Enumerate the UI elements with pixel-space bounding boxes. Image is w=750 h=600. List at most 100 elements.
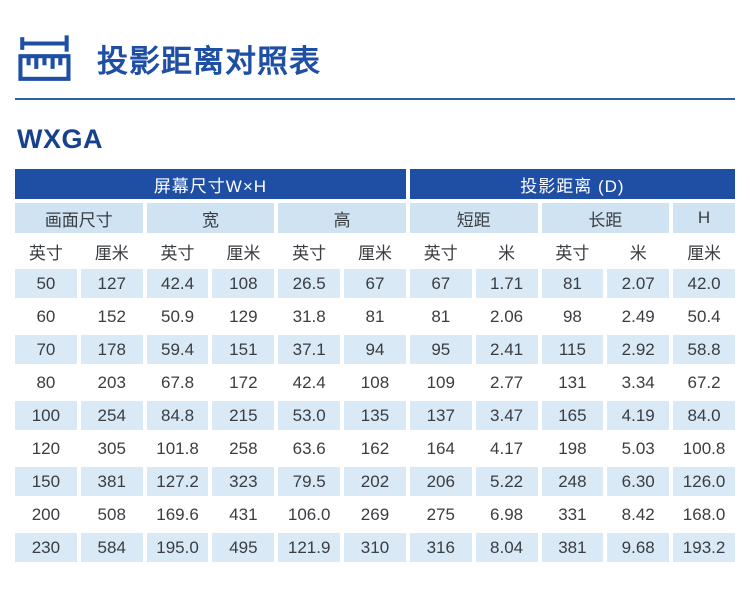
unit-header: 米 <box>475 237 538 265</box>
data-cell: 127.2 <box>146 467 209 496</box>
unit-header: 英寸 <box>541 237 604 265</box>
data-cell: 59.4 <box>146 335 209 364</box>
data-cell: 150 <box>15 467 77 496</box>
data-cell: 84.8 <box>146 401 209 430</box>
data-cell: 6.30 <box>607 467 670 496</box>
data-cell: 169.6 <box>146 500 209 529</box>
unit-header: 英寸 <box>409 237 472 265</box>
unit-header: 厘米 <box>80 237 143 265</box>
data-cell: 129 <box>212 302 275 331</box>
data-cell: 58.8 <box>673 335 735 364</box>
data-cell: 109 <box>409 368 472 397</box>
data-cell: 31.8 <box>278 302 341 331</box>
data-cell: 67.2 <box>673 368 735 397</box>
data-cell: 42.0 <box>673 269 735 298</box>
data-cell: 200 <box>15 500 77 529</box>
unit-header: 英寸 <box>146 237 209 265</box>
table-row: 50 127 42.4 108 26.5 67 67 1.71 81 2.07 42.0 <box>15 269 735 298</box>
group-header-row: 画面尺寸 宽 高 短距 长距 H <box>15 203 735 233</box>
data-cell: 248 <box>541 467 604 496</box>
data-cell: 198 <box>541 434 604 463</box>
table-row: 120 305 101.8 258 63.6 162 164 4.17 198 5.03 100.8 <box>15 434 735 463</box>
data-cell: 135 <box>344 401 406 430</box>
data-cell: 115 <box>541 335 604 364</box>
data-cell: 67 <box>409 269 472 298</box>
header-divider-line <box>15 98 735 100</box>
data-cell: 79.5 <box>278 467 341 496</box>
data-cell: 254 <box>80 401 143 430</box>
data-cell: 2.41 <box>475 335 538 364</box>
data-cell: 42.4 <box>146 269 209 298</box>
data-cell: 98 <box>541 302 604 331</box>
data-cell: 203 <box>80 368 143 397</box>
data-cell: 258 <box>212 434 275 463</box>
data-cell: 70 <box>15 335 77 364</box>
data-cell: 215 <box>212 401 275 430</box>
data-cell: 37.1 <box>278 335 341 364</box>
table-row: 80 203 67.8 172 42.4 108 109 2.77 131 3.34 67.2 <box>15 368 735 397</box>
unit-header: 米 <box>607 237 670 265</box>
data-cell: 508 <box>80 500 143 529</box>
data-cell: 195.0 <box>146 533 209 562</box>
data-cell: 2.07 <box>607 269 670 298</box>
data-cell: 172 <box>212 368 275 397</box>
data-cell: 8.42 <box>607 500 670 529</box>
data-cell: 269 <box>344 500 406 529</box>
data-cell: 95 <box>409 335 472 364</box>
data-cell: 331 <box>541 500 604 529</box>
projection-distance-table: 屏幕尺寸W×H 投影距离 (D) 画面尺寸 宽 高 短距 长距 H 英寸 厘米 英寸… <box>11 165 739 566</box>
data-cell: 63.6 <box>278 434 341 463</box>
data-cell: 84.0 <box>673 401 735 430</box>
group-header-height: 高 <box>278 203 406 233</box>
data-cell: 120 <box>15 434 77 463</box>
data-cell: 165 <box>541 401 604 430</box>
data-cell: 3.34 <box>607 368 670 397</box>
data-cell: 305 <box>80 434 143 463</box>
data-cell: 100.8 <box>673 434 735 463</box>
data-cell: 100 <box>15 401 77 430</box>
data-cell: 4.17 <box>475 434 538 463</box>
data-cell: 2.06 <box>475 302 538 331</box>
unit-header: 厘米 <box>212 237 275 265</box>
group-header-short-throw: 短距 <box>409 203 538 233</box>
data-cell: 275 <box>409 500 472 529</box>
data-cell: 81 <box>409 302 472 331</box>
data-cell: 164 <box>409 434 472 463</box>
data-cell: 152 <box>80 302 143 331</box>
table-row: 60 152 50.9 129 31.8 81 81 2.06 98 2.49 50.4 <box>15 302 735 331</box>
data-cell: 137 <box>409 401 472 430</box>
table-row: 100 254 84.8 215 53.0 135 137 3.47 165 4.19 84.0 <box>15 401 735 430</box>
table-row: 200 508 169.6 431 106.0 269 275 6.98 331 8.42 168.… <box>15 500 735 529</box>
data-cell: 2.49 <box>607 302 670 331</box>
data-cell: 230 <box>15 533 77 562</box>
data-cell: 8.04 <box>475 533 538 562</box>
data-cell: 81 <box>541 269 604 298</box>
screen-size-band-header: 屏幕尺寸W×H <box>15 169 406 199</box>
data-cell: 206 <box>409 467 472 496</box>
unit-header: 厘米 <box>673 237 735 265</box>
projection-distance-band-header: 投影距离 (D) <box>409 169 735 199</box>
data-cell: 316 <box>409 533 472 562</box>
table-body: 50 127 42.4 108 26.5 67 67 1.71 81 2.07 42.0 60 152 5… <box>15 269 735 562</box>
data-cell: 193.2 <box>673 533 735 562</box>
data-cell: 101.8 <box>146 434 209 463</box>
data-cell: 121.9 <box>278 533 341 562</box>
data-cell: 131 <box>541 368 604 397</box>
data-cell: 495 <box>212 533 275 562</box>
section-label-wxga: WXGA <box>17 124 103 154</box>
table-row: 230 584 195.0 495 121.9 310 316 8.04 381 9.68 193.… <box>15 533 735 562</box>
data-cell: 151 <box>212 335 275 364</box>
unit-header: 厘米 <box>344 237 406 265</box>
data-cell: 202 <box>344 467 406 496</box>
unit-header: 英寸 <box>15 237 77 265</box>
data-cell: 80 <box>15 368 77 397</box>
data-cell: 94 <box>344 335 406 364</box>
data-cell: 42.4 <box>278 368 341 397</box>
ruler-icon <box>15 32 73 84</box>
data-cell: 50.4 <box>673 302 735 331</box>
data-cell: 127 <box>80 269 143 298</box>
data-cell: 126.0 <box>673 467 735 496</box>
data-cell: 108 <box>344 368 406 397</box>
data-cell: 108 <box>212 269 275 298</box>
data-cell: 431 <box>212 500 275 529</box>
